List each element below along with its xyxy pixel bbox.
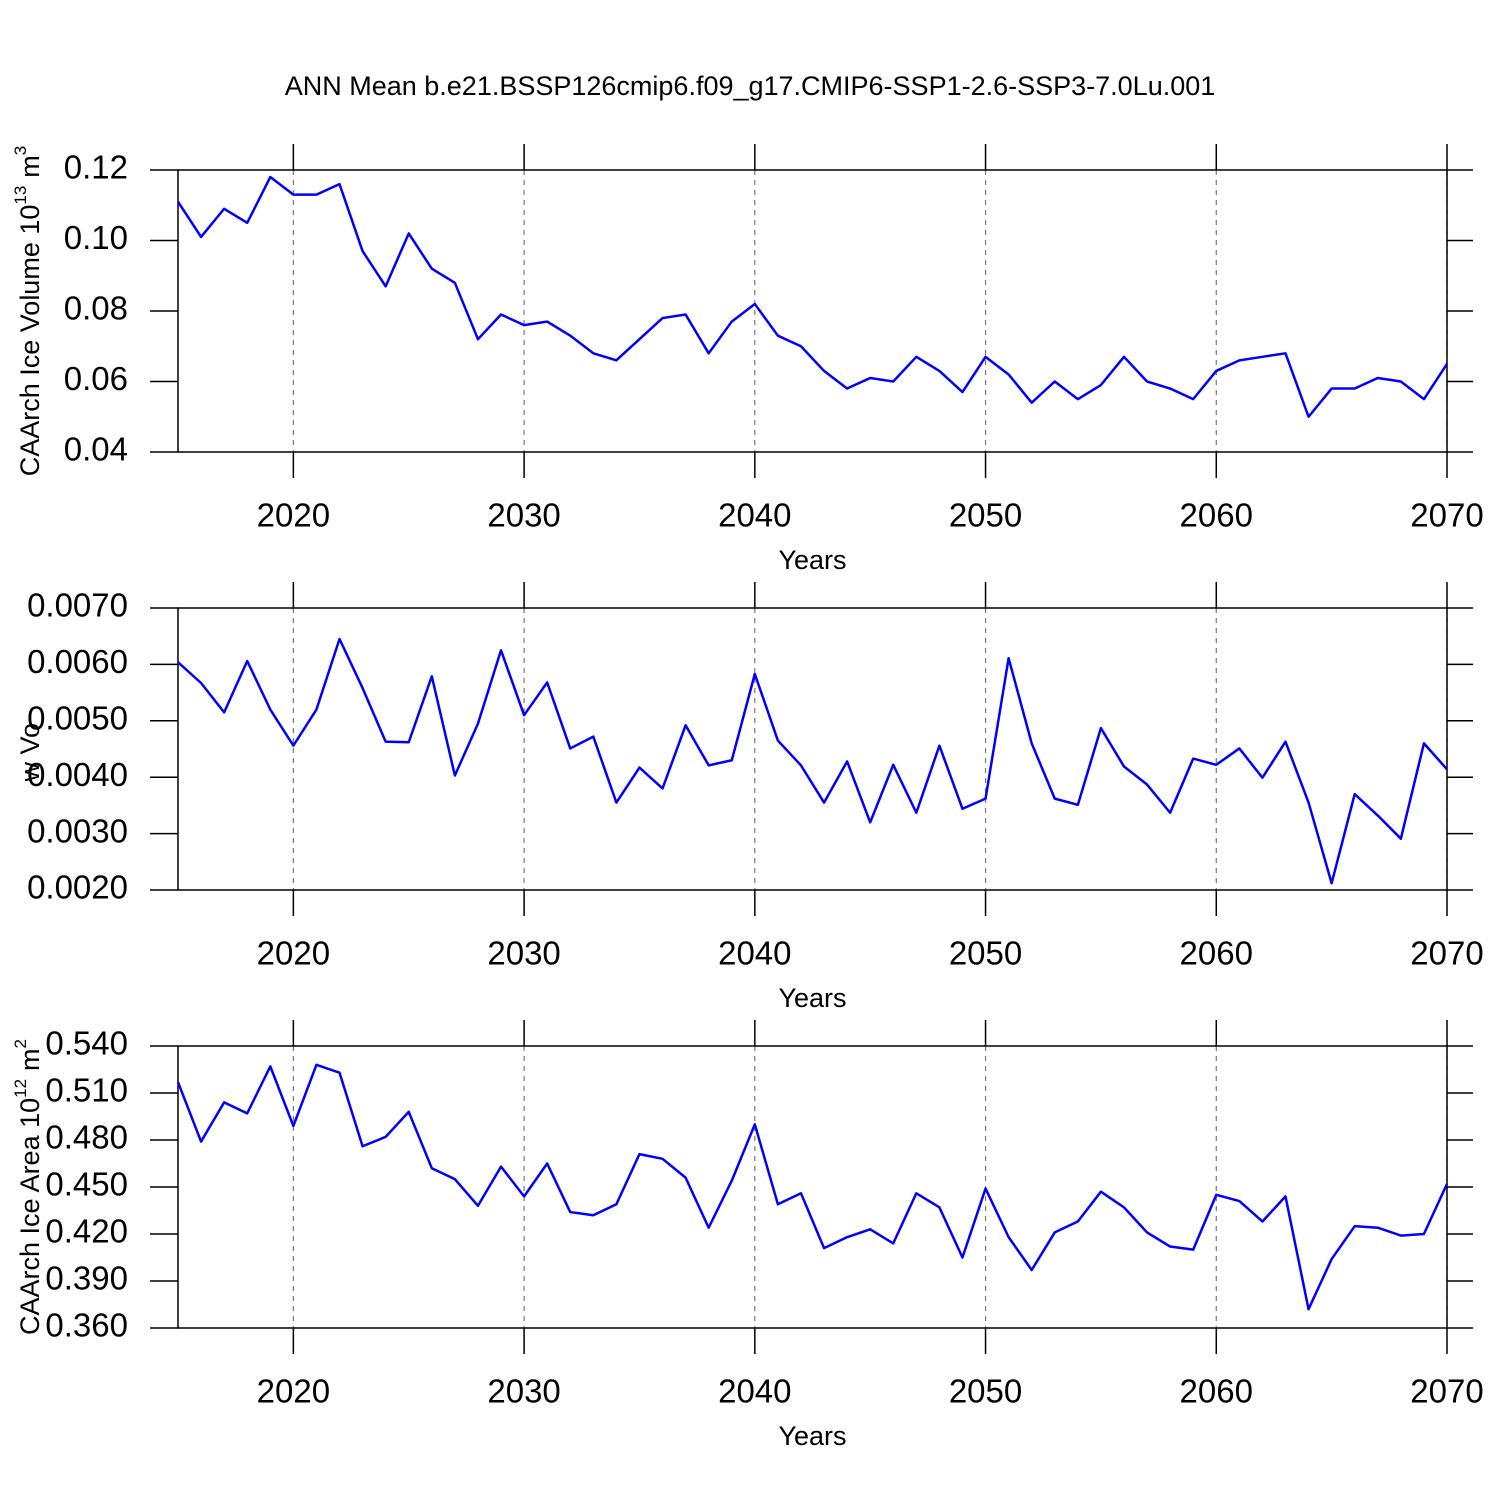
y-axis-label-unit: m	[15, 155, 45, 178]
data-line	[176, 1063, 1449, 1311]
y-axis-label-text: CAArch Ice Volume 10	[15, 205, 45, 477]
x-tick-label: 2060	[1180, 1373, 1253, 1410]
x-tick-label: 2050	[949, 935, 1022, 972]
y-tick-label: 0.360	[45, 1307, 128, 1344]
x-axis-label: Years	[778, 545, 846, 575]
data-line	[177, 637, 1448, 885]
x-tick-label: 2040	[718, 1373, 791, 1410]
y-axis-label-unit-exponent: 2	[11, 1039, 30, 1048]
plot-frame	[177, 607, 1448, 891]
data-line	[176, 175, 1449, 418]
x-tick-label: 2020	[257, 935, 330, 972]
chart-title: ANN Mean b.e21.BSSP126cmip6.f09_g17.CMIP…	[285, 71, 1216, 101]
y-tick-label: 0.510	[45, 1072, 128, 1109]
x-axis-label: Years	[778, 983, 846, 1013]
x-tick-label: 2070	[1410, 1373, 1483, 1410]
y-tick-label: 0.540	[45, 1025, 128, 1062]
y-tick-label: 0.06	[64, 360, 128, 397]
x-axis-label: Years	[778, 1421, 846, 1451]
x-tick-label: 2030	[487, 1373, 560, 1410]
y-tick-label: 0.0020	[27, 869, 128, 906]
y-tick-label: 0.12	[64, 149, 128, 186]
x-tick-label: 2030	[487, 935, 560, 972]
x-tick-label: 2020	[257, 1373, 330, 1410]
y-tick-label: 0.04	[64, 431, 128, 468]
y-axis-label: CAArch Snow Volume 1013m3	[11, 568, 45, 930]
y-axis-label-unit-exponent: 3	[11, 146, 30, 155]
y-axis-label: CAArch Ice Area 1012 m2	[11, 1039, 45, 1335]
plot-frame	[177, 169, 1448, 453]
y-tick-label: 0.10	[64, 219, 128, 256]
y-axis-label-unit: m	[15, 1048, 45, 1071]
x-tick-label: 2050	[949, 497, 1022, 534]
y-axis-label-text: CAArch Ice Area 10	[15, 1098, 45, 1335]
x-tick-label: 2060	[1180, 935, 1253, 972]
x-tick-label: 2060	[1180, 497, 1253, 534]
x-tick-label: 2070	[1410, 935, 1483, 972]
y-tick-label: 0.0060	[27, 643, 128, 680]
y-tick-label: 0.0050	[27, 700, 128, 737]
y-tick-label: 0.420	[45, 1213, 128, 1250]
y-tick-label: 0.0030	[27, 812, 128, 849]
y-tick-label: 0.0070	[27, 587, 128, 624]
x-tick-label: 2040	[718, 497, 791, 534]
plot-frame	[177, 1045, 1448, 1329]
x-tick-label: 2040	[718, 935, 791, 972]
y-tick-label: 0.0040	[27, 756, 128, 793]
y-axis-label: CAArch Ice Volume 1013 m3	[11, 146, 45, 477]
x-tick-label: 2020	[257, 497, 330, 534]
y-axis-label-exponent: 13	[11, 186, 30, 205]
x-tick-label: 2070	[1410, 497, 1483, 534]
y-tick-label: 0.480	[45, 1119, 128, 1156]
y-axis-label-exponent: 12	[11, 1079, 30, 1098]
y-tick-label: 0.08	[64, 290, 128, 327]
y-axis-label-text: CAArch Snow Volume 10	[15, 627, 45, 930]
x-tick-label: 2030	[487, 497, 560, 534]
y-tick-label: 0.390	[45, 1260, 128, 1297]
x-tick-label: 2050	[949, 1373, 1022, 1410]
y-axis-label-unit-exponent: 3	[11, 568, 30, 577]
y-tick-label: 0.450	[45, 1166, 128, 1203]
